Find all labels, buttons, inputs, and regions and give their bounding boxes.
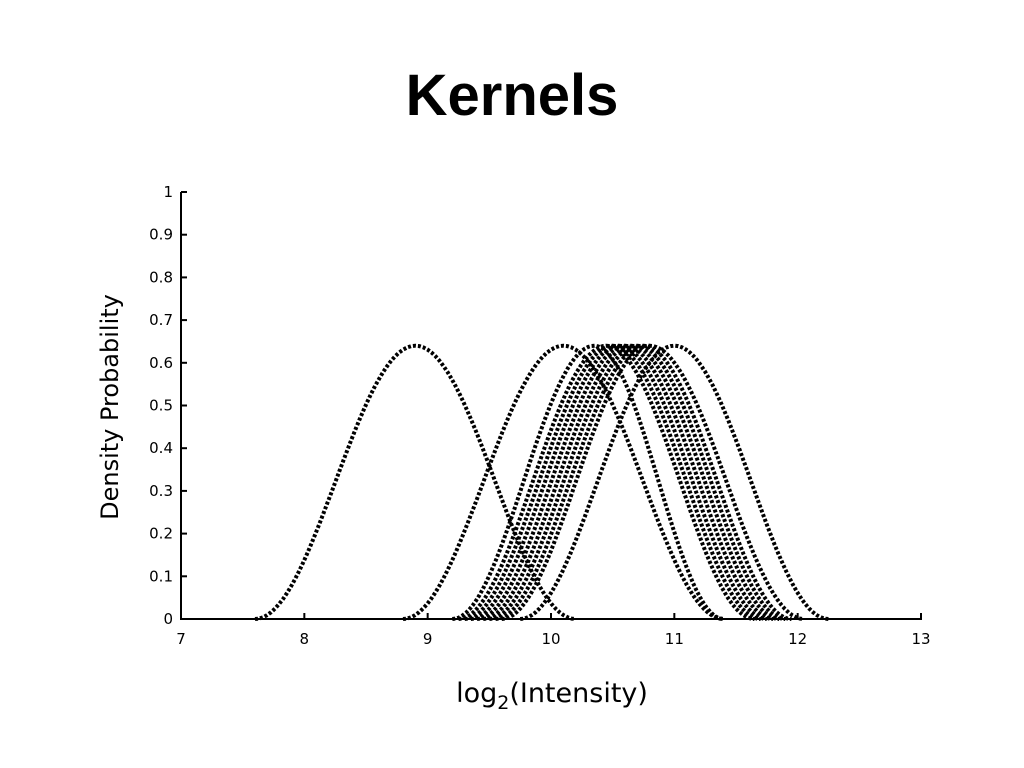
kernel-curve (501, 343, 805, 621)
x-tick-label: 13 (911, 630, 930, 648)
kernel-curve (482, 343, 780, 621)
y-tick-label: 0.1 (149, 567, 173, 585)
kernel-curve (464, 343, 761, 621)
x-axis-title-subscript: 2 (497, 692, 509, 714)
kernel-curve (402, 343, 724, 621)
x-axis-title: log2(Intensity) (456, 678, 648, 714)
kernel-curve (519, 343, 829, 621)
y-tick-label: 0.4 (149, 439, 173, 457)
y-tick-label: 1 (163, 183, 173, 201)
y-axis-title: Density Probability (96, 294, 124, 520)
y-axis-ticks: 0 0.1 0.2 0.3 0.4 0.5 0.6 0.7 0.8 0.9 1 (149, 183, 187, 628)
kernel-curve (452, 343, 724, 621)
kernel-curve (495, 343, 792, 621)
y-tick-label: 0.8 (149, 268, 173, 286)
kernel-curve (458, 343, 755, 621)
kernel-curve (254, 343, 576, 621)
y-tick-label: 0.7 (149, 311, 173, 329)
x-axis-ticks: 7 8 9 10 11 12 13 (176, 613, 931, 648)
x-tick-label: 10 (541, 630, 560, 648)
y-tick-label: 0.5 (149, 397, 173, 415)
x-tick-label: 8 (300, 630, 310, 648)
x-tick-label: 12 (788, 630, 807, 648)
y-tick-label: 0.2 (149, 525, 173, 543)
kernel-curve (470, 343, 768, 621)
y-tick-label: 0.3 (149, 482, 173, 500)
x-tick-label: 9 (423, 630, 433, 648)
x-axis-title-main: log (456, 678, 497, 709)
x-tick-label: 11 (665, 630, 684, 648)
y-tick-label: 0.6 (149, 354, 173, 372)
chart-title: Kernels (405, 63, 619, 128)
x-tick-label: 7 (176, 630, 186, 648)
y-tick-label: 0 (163, 610, 173, 628)
y-tick-label: 0.9 (149, 226, 173, 244)
x-axis-title-rest: (Intensity) (509, 678, 648, 709)
kernel-curve (476, 343, 774, 621)
kernel-curve (489, 343, 786, 621)
kernel-curves (254, 343, 829, 621)
